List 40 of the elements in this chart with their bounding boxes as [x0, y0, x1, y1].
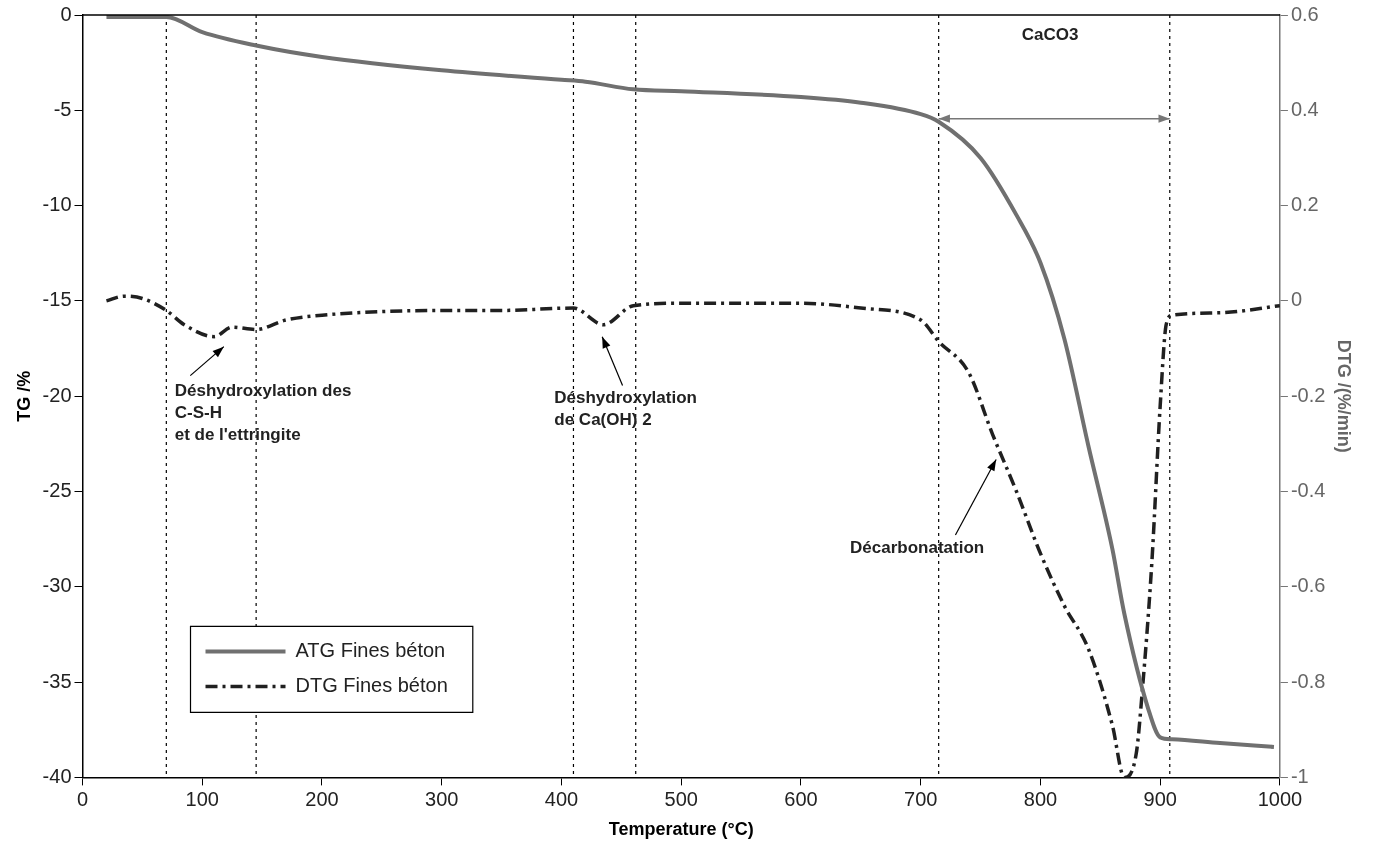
y-axis-title: TG /%	[13, 370, 34, 422]
y-tick-label: -30	[42, 574, 72, 597]
x-tick-label: 1000	[1257, 787, 1303, 810]
x-tick-label: 100	[185, 787, 219, 810]
x-tick-label: 800	[1023, 787, 1058, 810]
x-axis-title: Temperature (°C)	[608, 819, 754, 840]
y2-tick-label: 0	[1290, 288, 1303, 311]
y2-tick-label: 0.2	[1290, 193, 1319, 216]
x-tick-label: 900	[1143, 787, 1177, 810]
annotation: CaCO3	[1021, 24, 1079, 44]
x-tick-label: 200	[305, 787, 339, 810]
y2-tick-label: -1	[1290, 764, 1309, 787]
x-tick-label: 400	[544, 787, 579, 810]
annotation: Déshydroxylation des C-S-H et de l'ettringite	[174, 380, 352, 444]
y2-tick-label: 0.6	[1290, 2, 1319, 25]
y-tick-label: -40	[42, 764, 72, 787]
y2-tick-label: -0.6	[1290, 574, 1326, 597]
y-tick-label: -20	[42, 383, 72, 406]
y2-tick-label: -0.4	[1290, 479, 1326, 502]
x-tick-label: 500	[664, 787, 698, 810]
x-tick-label: 700	[904, 787, 938, 810]
y-tick-label: -15	[42, 288, 72, 311]
legend-label: DTG Fines béton	[295, 673, 448, 696]
legend-label: ATG Fines béton	[295, 638, 446, 661]
x-tick-label: 0	[76, 787, 89, 810]
y-tick-label: 0	[60, 2, 72, 25]
line-series	[104, 294, 1280, 778]
y-tick-label: -35	[42, 669, 72, 692]
x-tick-label: 600	[784, 787, 818, 810]
y2-tick-label: -0.8	[1290, 669, 1326, 692]
line-series	[104, 15, 1276, 749]
y-tick-label: -5	[53, 97, 72, 120]
y-tick-label: -10	[42, 193, 72, 216]
x-tick-label: 300	[425, 787, 459, 810]
y-tick-label: -25	[42, 479, 72, 502]
annotation: Décarbonatation	[850, 538, 985, 558]
annotation: Déshydroxylation de Ca(OH) 2	[554, 388, 697, 430]
y2-tick-label: 0.4	[1290, 97, 1319, 120]
y2-tick-label: -0.2	[1290, 383, 1326, 406]
y2-axis-title: DTG /(%/min)	[1334, 339, 1355, 453]
